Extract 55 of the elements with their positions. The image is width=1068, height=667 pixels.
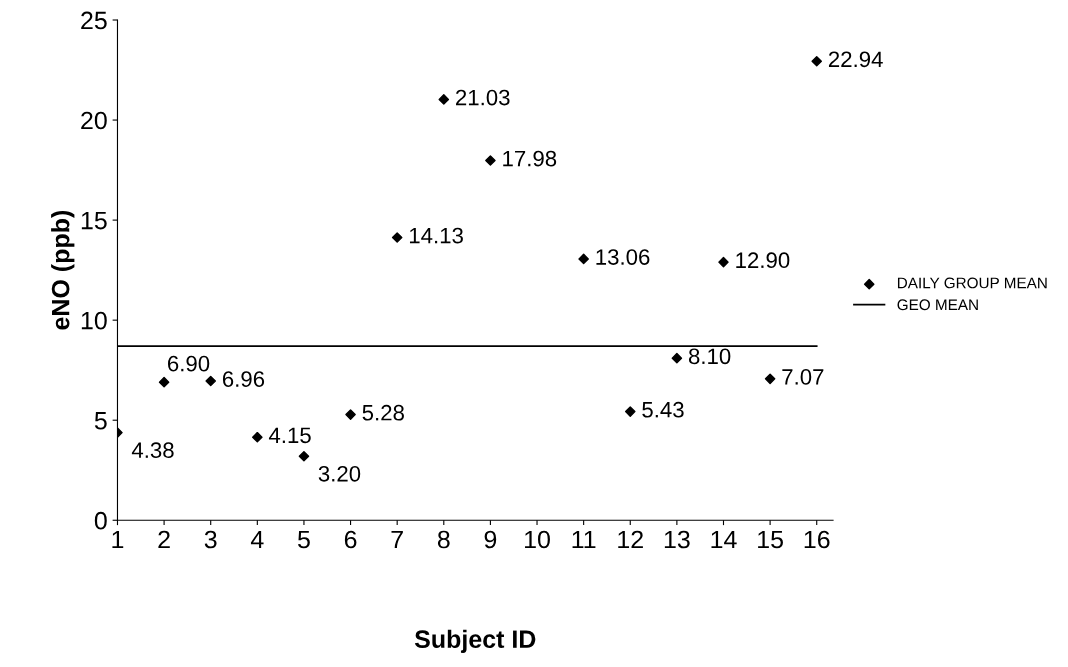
data-label: 22.94 (828, 51, 883, 68)
data-label: 6.96 (222, 371, 265, 387)
data-label: 7.07 (782, 369, 824, 385)
data-label: 4.15 (268, 427, 311, 444)
legend-label: GEO MEAN (897, 299, 978, 311)
x-axis-title: Subject ID (414, 629, 536, 653)
y-tick-label: 15 (81, 211, 107, 230)
data-label: 17.98 (503, 150, 557, 167)
data-label: 12.90 (736, 252, 790, 269)
legend-label: DAILY GROUP MEAN (897, 277, 1047, 289)
point (205, 375, 217, 387)
x-tick-label: 10 (525, 530, 550, 549)
x-tick-label: 3 (204, 530, 217, 549)
data-label: 5.43 (642, 401, 684, 418)
data-label: 5.28 (362, 404, 404, 421)
data-label: 21.03 (456, 89, 510, 106)
point (764, 373, 776, 385)
x-tick-label: 5 (297, 530, 310, 549)
data-label: 6.90 (168, 355, 210, 372)
x-tick-label: 14 (711, 530, 737, 549)
point (158, 376, 170, 388)
point (438, 94, 450, 105)
y-tick-label: 5 (94, 412, 107, 430)
x-tick-label: 9 (484, 530, 497, 549)
point (718, 256, 729, 268)
x-tick-label: 12 (618, 530, 643, 549)
data-label: 8.10 (688, 348, 731, 365)
y-axis-title: eNO (ppb) (51, 210, 75, 330)
x-tick-label: 11 (572, 530, 596, 549)
x-tick-label: 15 (758, 530, 783, 549)
point (811, 55, 823, 67)
x-tick-label: 13 (664, 530, 690, 549)
point (391, 232, 403, 243)
x-tick-label: 6 (344, 530, 357, 549)
point (298, 450, 310, 462)
point (624, 406, 636, 417)
x-tick-label: 16 (804, 530, 830, 549)
point (252, 431, 263, 443)
data-label: 4.38 (131, 442, 174, 459)
x-tick-label: 4 (250, 530, 264, 549)
y-tick-label: 20 (81, 111, 107, 130)
x-tick-label: 1 (112, 530, 124, 549)
x-tick-label: 2 (158, 530, 170, 549)
y-tick-label: 25 (81, 11, 107, 30)
point (485, 155, 496, 166)
x-tick-label: 8 (437, 530, 450, 549)
point (578, 253, 589, 265)
data-label: 13.06 (596, 249, 650, 265)
point (671, 352, 683, 364)
data-label: 14.13 (409, 227, 463, 244)
data-label: 3.20 (318, 465, 361, 482)
point (345, 409, 356, 420)
x-tick-label: 7 (391, 530, 403, 549)
y-tick-label: 0 (94, 511, 107, 530)
y-tick-label: 10 (81, 311, 107, 330)
